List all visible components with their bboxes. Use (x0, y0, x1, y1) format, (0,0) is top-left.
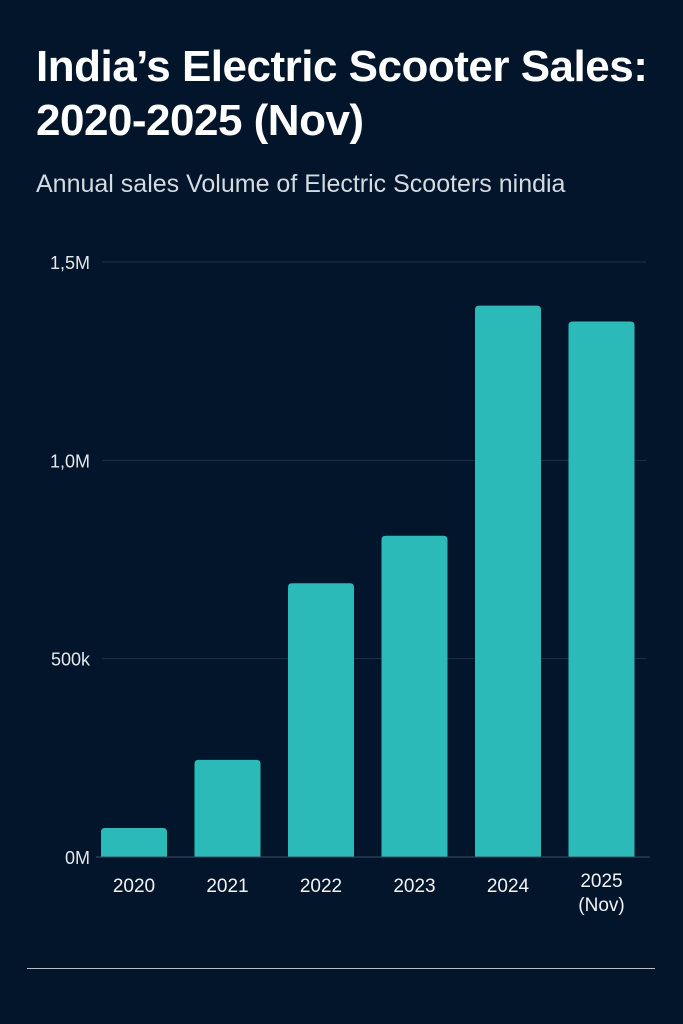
x-tick-label: 2020 (113, 876, 155, 897)
y-tick-label: 1,5M (50, 253, 90, 273)
x-tick-label: 2024 (487, 876, 530, 897)
x-tick-label-line: 2022 (300, 876, 342, 897)
bar (381, 535, 448, 857)
x-tick-label-line: 2021 (206, 876, 248, 897)
x-tick-label-line: (Nov) (578, 895, 624, 916)
bar (475, 305, 541, 858)
x-tick-label: 2021 (206, 876, 248, 897)
x-tick-label: 2023 (393, 876, 435, 897)
x-tick-label: 2022 (300, 876, 342, 897)
chart-title: India’s Electric Scooter Sales: 2020-202… (36, 42, 648, 145)
bar (101, 828, 167, 857)
bar (194, 759, 261, 857)
x-tick-label-line: 2023 (393, 876, 435, 897)
bar (288, 583, 354, 857)
chart-subtitle: Annual sales Volume of Electric Scooters… (36, 170, 566, 198)
x-tick-label-line: 2024 (487, 876, 530, 897)
y-tick-label: 1,0M (50, 451, 90, 471)
footer-divider (27, 968, 655, 969)
x-tick-label-line: 2020 (113, 876, 155, 897)
y-tick-label: 0M (65, 848, 90, 868)
bar (568, 321, 635, 857)
x-tick-label-line: 2025 (580, 871, 622, 892)
x-tick-label: 2025 (Nov) (578, 871, 624, 916)
y-tick-label: 500k (51, 650, 91, 670)
